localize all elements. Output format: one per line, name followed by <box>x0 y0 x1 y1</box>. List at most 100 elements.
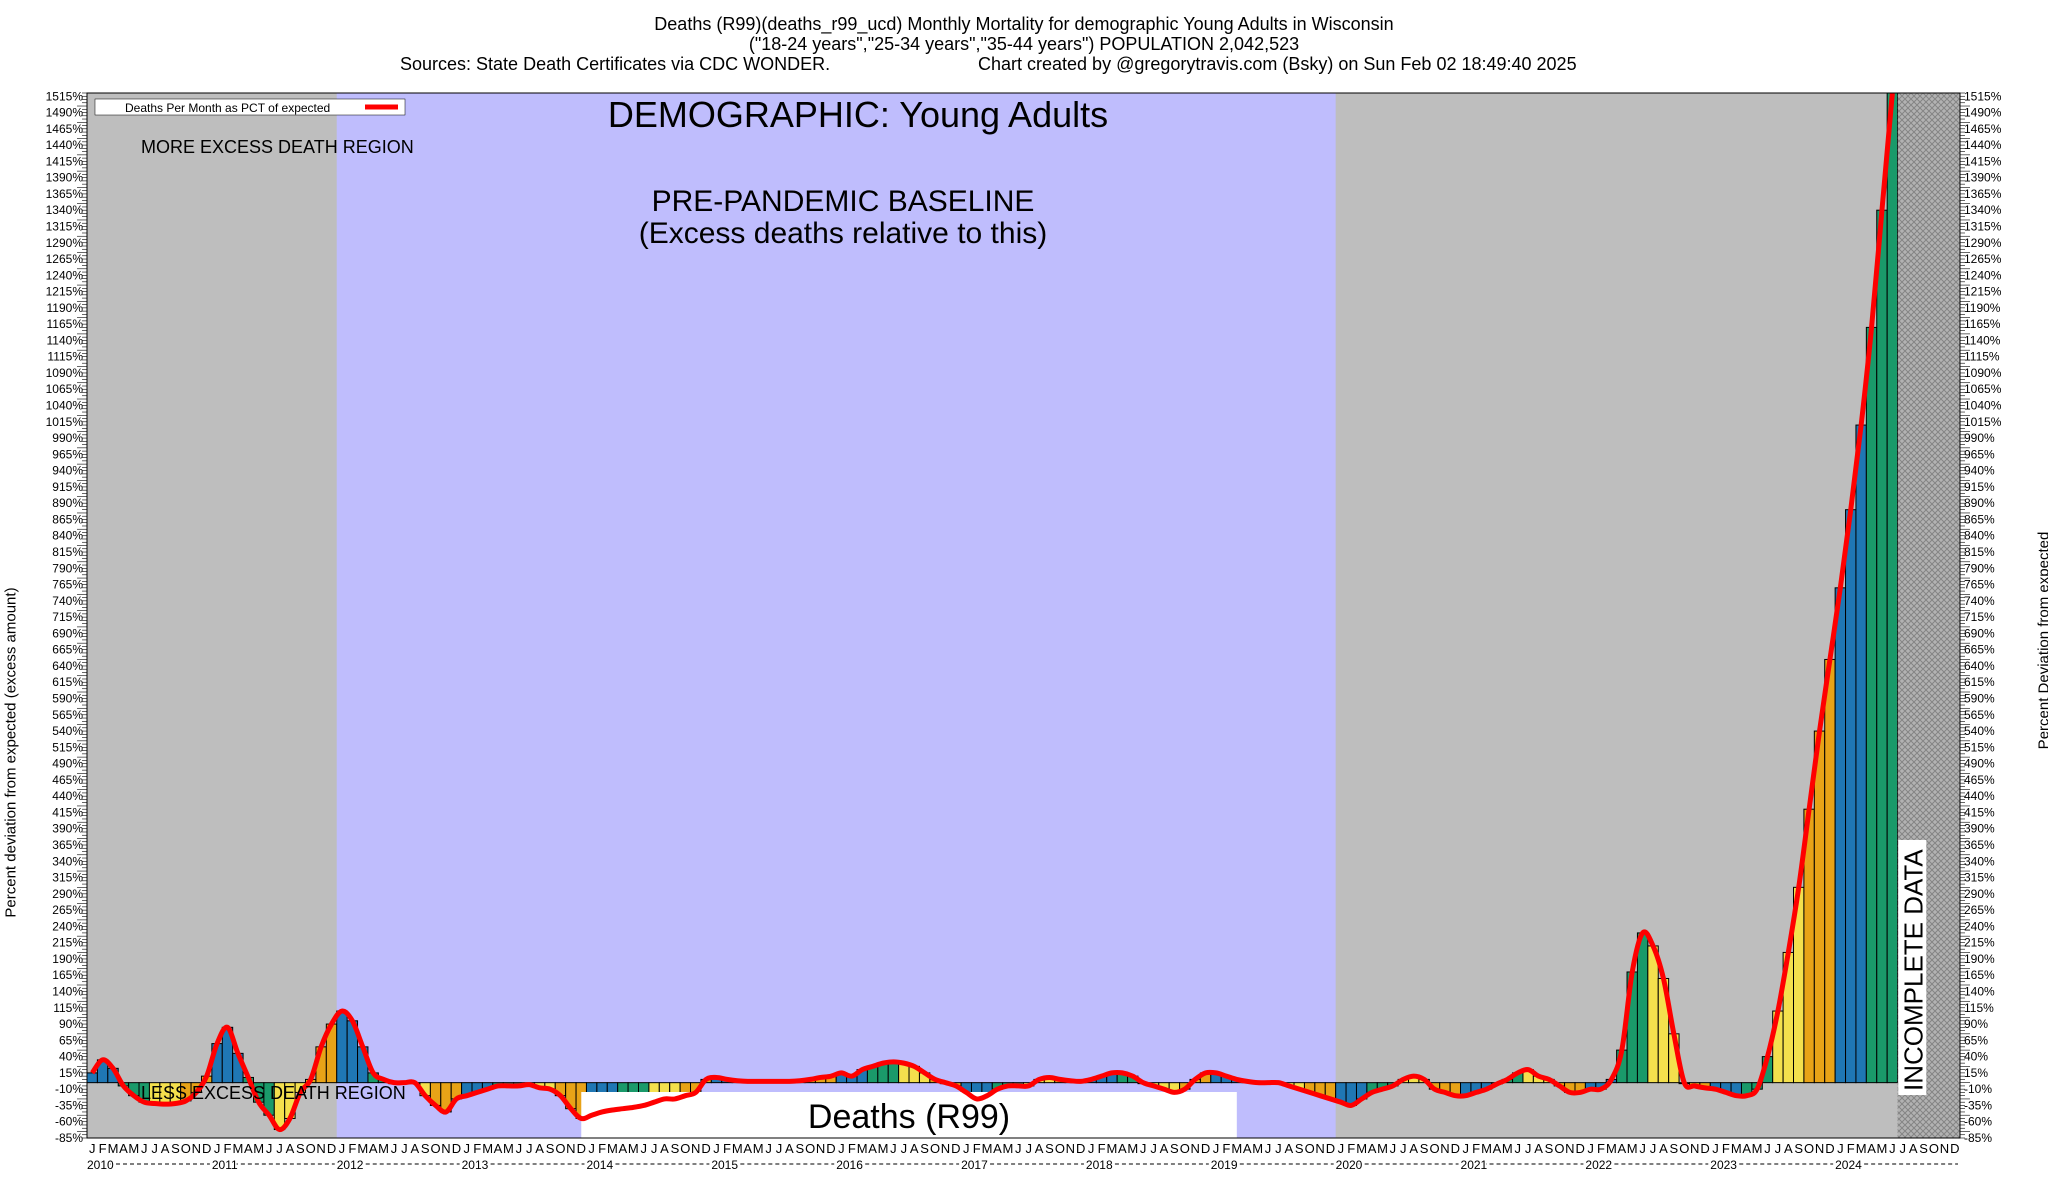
y-tick-label-right: 1190% <box>1964 301 2001 315</box>
y-tick-label-right: -60% <box>1964 1115 1992 1129</box>
x-tick-label-month: S <box>546 1141 555 1156</box>
x-tick-label-month: J <box>1275 1141 1282 1156</box>
y-tick-label-left: 890% <box>52 496 83 510</box>
y-tick-label-right: 115% <box>1964 1001 1994 1015</box>
incomplete-data-label: INCOMPLETE DATA <box>1898 849 1928 1091</box>
legend-box <box>94 98 406 116</box>
x-tick-label-month: J <box>776 1141 783 1156</box>
x-tick-label-month: J <box>1889 1141 1896 1156</box>
y-tick-label-left: 165% <box>52 968 83 982</box>
x-tick-label-month: F <box>1098 1141 1106 1156</box>
y-tick-label-left: 290% <box>52 887 83 901</box>
x-tick-label-year: 2013 <box>462 1158 489 1172</box>
x-tick-label-month: N <box>1565 1141 1574 1156</box>
x-tick-label-month: A <box>910 1141 919 1156</box>
x-tick-label-month: A <box>993 1141 1002 1156</box>
y-tick-label-right: 165% <box>1964 968 1995 982</box>
x-tick-label-month: M <box>982 1141 993 1156</box>
x-tick-label-month: J <box>89 1141 96 1156</box>
x-tick-label-month: A <box>1617 1141 1626 1156</box>
x-tick-label-month: F <box>1597 1141 1605 1156</box>
x-tick-label-month: A <box>286 1141 295 1156</box>
x-tick-label-month: M <box>1752 1141 1763 1156</box>
y-tick-label-left: 1465% <box>46 122 84 136</box>
x-tick-label-month: J <box>901 1141 908 1156</box>
x-tick-label-month: N <box>316 1141 325 1156</box>
y-tick-label-right: 440% <box>1964 789 1995 803</box>
y-tick-label-left: 740% <box>52 594 83 608</box>
x-tick-label-month: J <box>526 1141 533 1156</box>
x-tick-label-month: O <box>431 1141 441 1156</box>
y-tick-label-right: 865% <box>1964 512 1995 526</box>
x-tick-label-month: A <box>1534 1141 1543 1156</box>
x-tick-label-month: J <box>464 1141 471 1156</box>
y-tick-label-right: 540% <box>1964 724 1995 738</box>
y-tick-label-right: 665% <box>1964 643 1995 657</box>
y-tick-label-left: 565% <box>52 708 83 722</box>
y-tick-label-left: 1515% <box>46 89 84 103</box>
x-tick-label-month: J <box>266 1141 273 1156</box>
x-tick-label-month: J <box>214 1141 221 1156</box>
x-tick-label-month: F <box>1347 1141 1355 1156</box>
x-tick-label-month: M <box>378 1141 389 1156</box>
y-tick-label-right: 90% <box>1964 1017 1988 1031</box>
bar <box>1813 730 1826 1084</box>
x-tick-label-month: A <box>1160 1141 1169 1156</box>
x-tick-label-month: S <box>1170 1141 1179 1156</box>
y-tick-label-right: 365% <box>1964 838 1995 852</box>
x-tick-label-month: M <box>1502 1141 1513 1156</box>
x-tick-label-month: F <box>99 1141 107 1156</box>
y-tick-label-right: 965% <box>1964 447 1995 461</box>
x-tick-label-month: J <box>1764 1141 1771 1156</box>
x-tick-label-month: J <box>276 1141 283 1156</box>
y-tick-label-left: 1340% <box>46 203 84 217</box>
x-tick-label-month: O <box>1305 1141 1315 1156</box>
more-excess-region-label: MORE EXCESS DEATH REGION <box>141 137 414 157</box>
legend-label: Deaths Per Month as PCT of expected <box>125 101 330 115</box>
x-tick-label-month: A <box>868 1141 877 1156</box>
chart-title-line2: ("18-24 years","25-34 years","35-44 year… <box>748 34 1300 54</box>
x-tick-label-month: S <box>1295 1141 1304 1156</box>
x-tick-label-year: 2021 <box>1461 1158 1488 1172</box>
chart-sources: Sources: State Death Certificates via CD… <box>400 54 831 74</box>
x-tick-label-month: N <box>192 1141 201 1156</box>
x-tick-label-month: D <box>1825 1141 1834 1156</box>
y-tick-label-left: 390% <box>52 822 83 836</box>
x-tick-label-month: J <box>339 1141 346 1156</box>
y-tick-label-left: 1115% <box>47 350 83 364</box>
y-tick-label-left: 790% <box>52 561 83 575</box>
x-tick-label-year: 2010 <box>87 1158 114 1172</box>
x-tick-label-month: J <box>1837 1141 1844 1156</box>
y-tick-label-left: 665% <box>52 643 83 657</box>
y-tick-label-right: 990% <box>1964 431 1995 445</box>
x-tick-label-year: 2016 <box>836 1158 863 1172</box>
y-tick-label-right: 315% <box>1964 871 1995 885</box>
chart-title-line1: Deaths (R99)(deaths_r99_ucd) Monthly Mor… <box>654 14 1394 34</box>
y-tick-label-right: 1415% <box>1964 154 2002 168</box>
x-tick-label-month: S <box>1919 1141 1928 1156</box>
plot-frame <box>86 92 1961 1139</box>
x-tick-label-year: 2024 <box>1835 1158 1862 1172</box>
x-tick-label-month: M <box>628 1141 639 1156</box>
y-tick-label-left: 1265% <box>46 252 84 266</box>
x-tick-label-month: M <box>857 1141 868 1156</box>
chart-credit: Chart created by @gregorytravis.com (Bsk… <box>978 54 1577 74</box>
x-tick-label-year: 2022 <box>1585 1158 1612 1172</box>
x-tick-label-month: N <box>816 1141 825 1156</box>
y-tick-label-right: 1340% <box>1964 203 2002 217</box>
y-tick-label-right: 40% <box>1964 1050 1988 1064</box>
x-tick-label-month: J <box>1400 1141 1407 1156</box>
x-tick-label-month: M <box>1252 1141 1263 1156</box>
y-tick-label-right: 790% <box>1964 561 1995 575</box>
x-tick-label-month: J <box>588 1141 595 1156</box>
y-tick-label-left: 1165% <box>47 317 84 331</box>
y-tick-label-right: -85% <box>1964 1131 1992 1145</box>
bar <box>887 1061 900 1084</box>
x-tick-label-month: N <box>1066 1141 1075 1156</box>
y-tick-label-right: 1015% <box>1964 415 2002 429</box>
x-tick-label-month: A <box>785 1141 794 1156</box>
x-tick-label-month: D <box>1451 1141 1460 1156</box>
y-tick-label-left: 1090% <box>46 366 84 380</box>
y-tick-label-left: 715% <box>52 610 83 624</box>
x-tick-label-month: J <box>1213 1141 1220 1156</box>
